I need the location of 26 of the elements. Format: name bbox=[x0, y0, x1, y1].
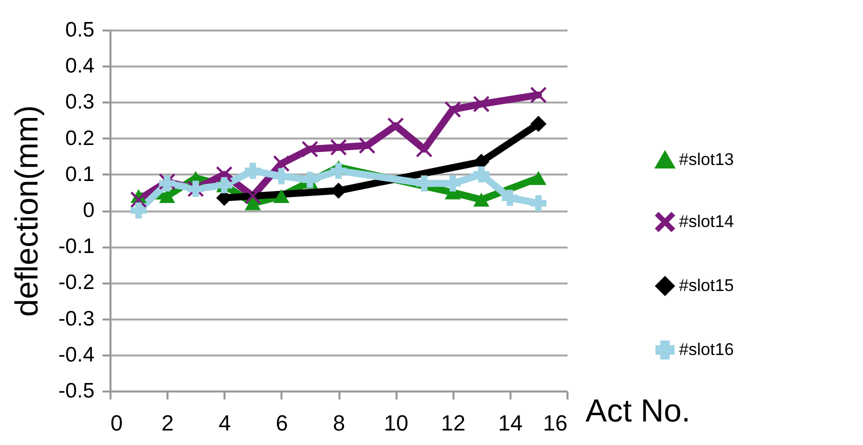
legend-label: #slot16 bbox=[679, 340, 734, 359]
y-tick-label: 0.2 bbox=[65, 126, 94, 150]
y-tick-label: -0.4 bbox=[58, 343, 95, 366]
y-tick-label: 0.1 bbox=[65, 162, 94, 186]
legend-label: #slot15 bbox=[679, 276, 734, 295]
y-tick-label: 0 bbox=[82, 199, 94, 222]
y-tick-label: 0.4 bbox=[65, 54, 95, 78]
x-tick-label: 4 bbox=[218, 410, 231, 436]
x-tick-label: 14 bbox=[498, 410, 523, 436]
x-axis-title: Act No. bbox=[586, 392, 690, 428]
y-tick-label: 0.3 bbox=[65, 90, 94, 114]
y-tick-label: -0.1 bbox=[58, 235, 94, 258]
y-tick-label: 0.5 bbox=[65, 18, 94, 42]
y-axis-title: deflection(mm) bbox=[8, 105, 44, 317]
x-tick-label: 16 bbox=[543, 410, 568, 436]
x-tick-label: 12 bbox=[441, 410, 466, 436]
y-tick-label: -0.5 bbox=[58, 380, 94, 402]
x-tick-label: 6 bbox=[276, 410, 288, 436]
x-tick-label: 0 bbox=[110, 410, 123, 436]
x-tick-label: 10 bbox=[384, 410, 408, 436]
y-tick-label: -0.3 bbox=[58, 307, 94, 330]
legend-label: #slot13 bbox=[679, 150, 734, 169]
legend-label: #slot14 bbox=[679, 212, 734, 231]
y-tick-label: -0.2 bbox=[58, 271, 94, 294]
x-tick-label: 2 bbox=[162, 410, 174, 436]
x-tick-label: 8 bbox=[332, 410, 346, 436]
